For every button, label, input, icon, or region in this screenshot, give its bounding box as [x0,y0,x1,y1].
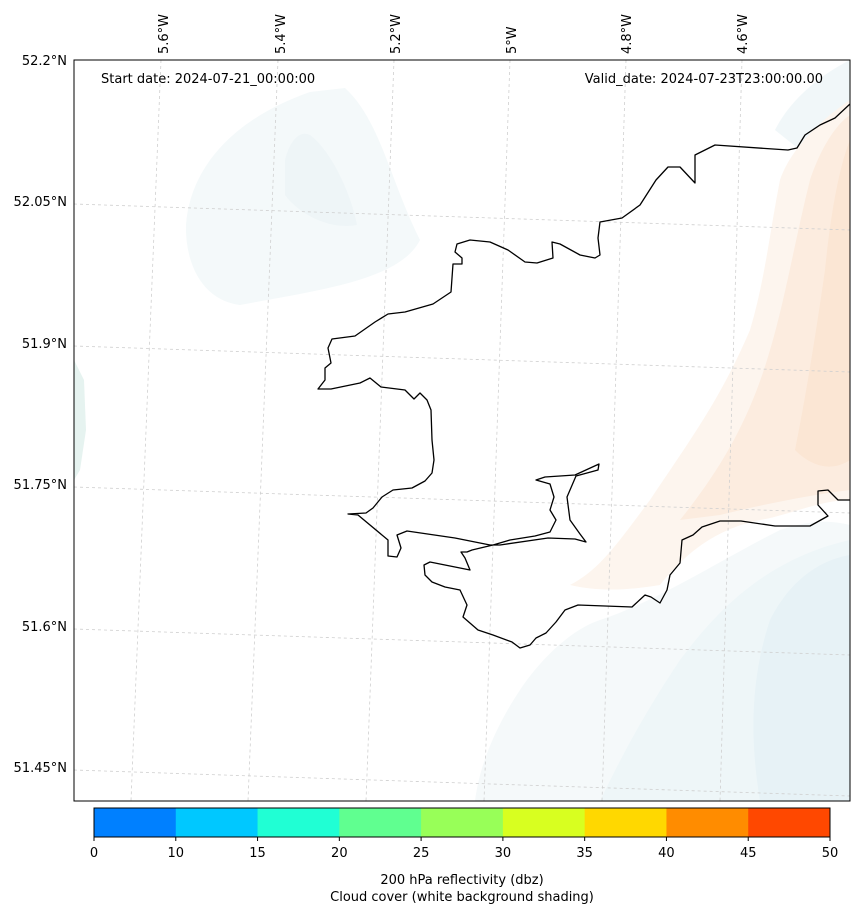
lon-label-5.4w: 5.4°W [274,14,289,54]
lat-label-51.45n: 51.45°N [14,761,67,776]
colorbar-segment [748,808,831,837]
colorbar-segment [94,808,177,837]
start-date: Start date: 2024-07-21_00:00:00 [101,72,315,87]
colorbar-sublabel: Cloud cover (white background shading) [330,890,594,905]
graticule [74,60,850,801]
lat-label-51.75n: 51.75°N [14,478,67,493]
colorbar-tick-label: 45 [740,846,757,861]
colorbar-segment [421,808,504,837]
map-area [74,60,850,801]
colorbar-segment [502,808,586,837]
colorbar-tick-label: 30 [495,846,512,861]
colorbar-segment [584,808,667,837]
lon-label-5.6w: 5.6°W [157,14,172,54]
cloud-shading-west-edge [74,360,86,480]
lat-label-52.2n: 52.2°N [22,54,67,69]
colorbar-tick-label: 15 [249,846,266,861]
colorbar-frame [93,807,831,838]
colorbar-segment [339,808,422,837]
colorbar-tick-label: 0 [90,846,98,861]
colorbar-segment [666,808,749,837]
lon-label-5.2w: 5.2°W [389,14,404,54]
colorbar-label: 200 hPa reflectivity (dbz) [380,873,543,888]
colorbar-tick-label: 25 [413,846,430,861]
valid-date: Valid_date: 2024-07-23T23:00:00.00 [585,72,823,87]
coastline-main [317,103,850,649]
map-frame [73,59,851,802]
lat-label-51.9n: 51.9°N [22,337,67,352]
lat-label-51.6n: 51.6°N [22,620,67,635]
lon-label-4.6w: 4.6°W [736,14,751,54]
colorbar-tick-label: 50 [822,846,839,861]
colorbar-tick-label: 40 [658,846,675,861]
colorbar-segments [94,808,831,837]
colorbar-segment [257,808,340,837]
colorbar-segment [175,808,259,837]
lon-label-4.8w: 4.8°W [620,14,635,54]
latitude-labels: 52.2°N 52.05°N 51.9°N 51.75°N 51.6°N 51.… [14,54,67,776]
colorbar: 0 10 15 20 25 30 35 40 45 50 200 hPa reflectivity… [90,807,838,905]
lat-label-52.05n: 52.05°N [14,195,67,210]
colorbar-tick-label: 10 [168,846,185,861]
warm-shading-core [795,140,850,467]
cloud-shading-nw-core [285,133,357,226]
colorbar-ticks: 0 10 15 20 25 30 35 40 45 50 [90,837,838,861]
cloud-shading-se-core [753,555,850,801]
lon-label-5w: 5°W [505,26,520,54]
longitude-labels: 5.6°W 5.4°W 5.2°W 5°W 4.8°W 4.6°W [157,14,751,54]
colorbar-tick-label: 20 [331,846,348,861]
colorbar-tick-label: 35 [576,846,593,861]
